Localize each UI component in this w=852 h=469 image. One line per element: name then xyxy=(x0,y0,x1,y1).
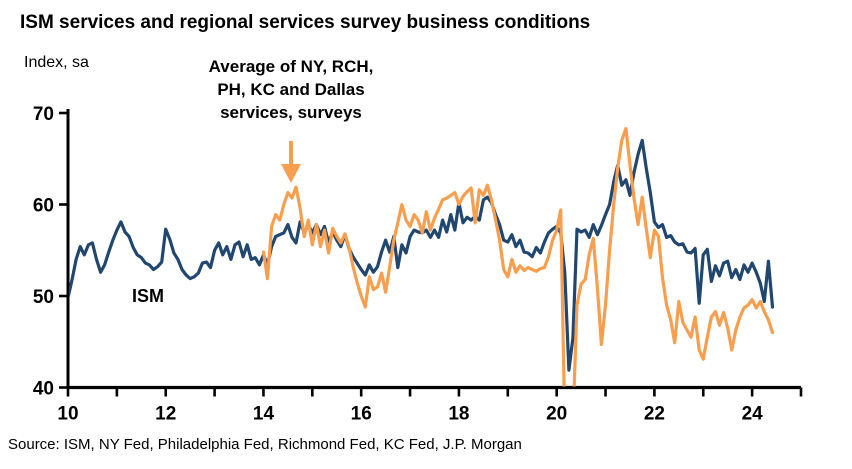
y-tick-label: 60 xyxy=(33,196,54,217)
y-tick-label: 40 xyxy=(33,379,54,400)
y-axis-units-label: Index, sa xyxy=(24,54,89,71)
ism-series-line xyxy=(69,138,775,372)
x-tick-label: 24 xyxy=(742,404,764,425)
x-tick-label: 10 xyxy=(57,404,78,425)
x-tick-label: 18 xyxy=(448,404,469,425)
ism-series-label: ISM xyxy=(132,286,165,306)
x-tick-label: 22 xyxy=(644,404,665,425)
regional-average-series-line xyxy=(261,127,775,387)
y-tick-label: 50 xyxy=(33,287,54,308)
annotation-line-3: services, surveys xyxy=(220,103,362,122)
annotation-arrow-icon xyxy=(281,164,301,183)
x-tick-label: 14 xyxy=(253,404,275,425)
annotation-line-2: PH, KC and Dallas xyxy=(217,80,365,99)
annotation-line-1: Average of NY, RCH, xyxy=(208,57,374,76)
x-tick-label: 12 xyxy=(155,404,176,425)
y-tick-label: 70 xyxy=(33,104,54,125)
source-note: Source: ISM, NY Fed, Philadelphia Fed, R… xyxy=(8,436,522,453)
chart-title: ISM services and regional services surve… xyxy=(20,12,591,33)
regional-average-annotation: Average of NY, RCH, PH, KC and Dallas se… xyxy=(170,55,412,124)
x-tick-label: 20 xyxy=(546,404,567,425)
x-tick-label: 16 xyxy=(351,404,372,425)
